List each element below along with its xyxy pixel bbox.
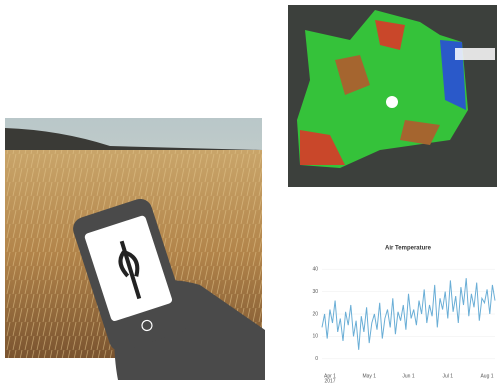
x-tick-label: Jun 1 <box>402 373 414 379</box>
y-tick-label: 30 <box>312 289 318 295</box>
phone-hand <box>73 198 265 380</box>
x-tick-label: Jul 1 <box>442 373 453 379</box>
y-tick-label: 10 <box>312 334 318 340</box>
y-tick-label: 20 <box>312 311 318 317</box>
x-tick-label: Aug 1 <box>480 373 493 379</box>
field-map <box>288 5 497 187</box>
chart-title: Air Temperature <box>385 246 432 252</box>
y-tick-label: 40 <box>312 267 318 273</box>
line-chart: Air Temperature 0 10 20 30 40 Apr 1 May 1 Jun 1… <box>312 246 496 383</box>
x-tick-label: May 1 <box>362 373 376 379</box>
temperature-line <box>321 278 496 350</box>
x-year-label: 2017 <box>324 378 335 383</box>
x-tick-label: Apr 1 <box>324 373 336 379</box>
y-tick-label: 0 <box>315 356 318 362</box>
